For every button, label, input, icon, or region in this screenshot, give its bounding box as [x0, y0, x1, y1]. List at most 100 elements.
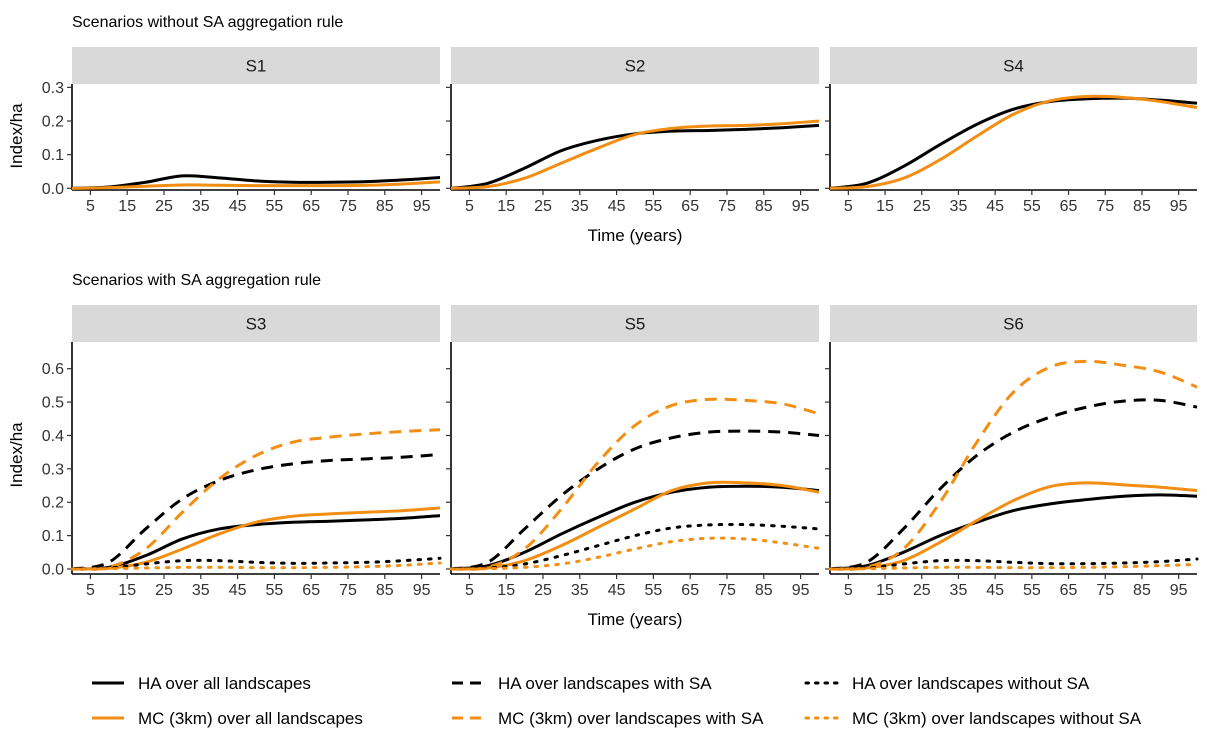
facet-strip-label: S2: [625, 57, 646, 76]
x-tick-label: 85: [1133, 198, 1151, 215]
facet-strip: [830, 47, 1197, 84]
series-line: [71, 514, 441, 571]
x-tick-label: 95: [1170, 198, 1188, 215]
legend-label: HA over all landscapes: [138, 674, 311, 693]
x-tick-label: 75: [1096, 198, 1114, 215]
series-line: [71, 174, 441, 190]
x-tick-label: 75: [718, 582, 736, 599]
x-tick-label: 95: [792, 582, 810, 599]
x-tick-label: 5: [86, 198, 95, 215]
x-tick-label: 5: [465, 582, 474, 599]
x-tick-label: 35: [192, 198, 210, 215]
facet-strip: [72, 305, 440, 342]
x-tick-label: 95: [1170, 582, 1188, 599]
legend-item: MC (3km) over all landscapes: [92, 709, 363, 728]
facet-strip: [830, 305, 1197, 342]
y-tick-label: 0.2: [42, 114, 64, 131]
series-line: [450, 119, 820, 190]
x-tick-label: 15: [876, 198, 894, 215]
facet-panel-s1: S1 0.0 0.1 0.2 0.3 5 15 25 35 45 55 65 75 85 95: [42, 47, 441, 215]
series-line: [828, 562, 1199, 571]
x-tick-label: 65: [1060, 582, 1078, 599]
series-line: [71, 506, 441, 571]
x-tick-label: 15: [876, 582, 894, 599]
y-tick-label: 0.0: [42, 181, 64, 198]
x-tick-label: 25: [534, 198, 552, 215]
x-tick-label: 85: [1133, 582, 1151, 599]
series-line: [70, 561, 442, 571]
series-line: [71, 428, 441, 571]
x-tick-label: 45: [229, 582, 247, 599]
series-line: [450, 397, 820, 571]
y-tick-label: 0.5: [42, 395, 64, 412]
series-line: [450, 480, 820, 571]
series-line: [450, 484, 820, 571]
x-tick-label: 85: [755, 198, 773, 215]
facet-strip: [72, 47, 440, 84]
y-axis-label-bottom: Index/ha: [7, 422, 26, 488]
x-tick-label: 15: [118, 582, 136, 599]
y-tick-label: 0.3: [42, 80, 64, 97]
legend-label: MC (3km) over landscapes with SA: [498, 709, 764, 728]
facet-strip-label: S6: [1003, 315, 1024, 334]
legend-item: MC (3km) over landscapes without SA: [804, 709, 1142, 728]
legend-item: HA over landscapes with SA: [452, 674, 712, 693]
x-tick-label: 25: [913, 198, 931, 215]
x-tick-label: 75: [339, 198, 357, 215]
series-line: [829, 398, 1198, 571]
facet-strip-label: S3: [246, 315, 267, 334]
x-tick-label: 55: [645, 198, 663, 215]
x-tick-label: 45: [608, 582, 626, 599]
facet-panel-s6: S6 5 15 25 35 45 55 65 75 85 95: [825, 305, 1199, 599]
x-tick-label: 45: [986, 582, 1004, 599]
section-title-without-sa: Scenarios without SA aggregation rule: [72, 14, 343, 31]
facet-strip-label: S5: [625, 315, 646, 334]
x-tick-label: 75: [1096, 582, 1114, 599]
x-tick-label: 5: [844, 582, 853, 599]
legend-label: HA over landscapes with SA: [498, 674, 712, 693]
x-tick-label: 35: [571, 198, 589, 215]
x-tick-label: 55: [645, 582, 663, 599]
x-tick-label: 35: [950, 198, 968, 215]
y-tick-label: 0.4: [42, 428, 64, 445]
x-tick-label: 65: [681, 582, 699, 599]
x-axis-label-bottom: Time (years): [588, 610, 683, 629]
facet-strip-label: S4: [1003, 57, 1024, 76]
facet-panel-s5: S5 5 15 25 35 45 55 65 75 85 95: [446, 305, 821, 599]
x-tick-label: 35: [571, 582, 589, 599]
series-line: [450, 429, 820, 571]
y-tick-label: 0.3: [42, 461, 64, 478]
x-axis-label-top: Time (years): [588, 226, 683, 245]
facet-panel-s3: S3 0.0 0.1 0.2 0.3 0.4 0.5 0.6 5 15 25 35 45 55 65 75 85…: [42, 305, 442, 599]
x-tick-label: 15: [497, 198, 515, 215]
x-tick-label: 15: [497, 582, 515, 599]
x-tick-label: 65: [302, 582, 320, 599]
facet-strip: [451, 305, 819, 342]
series-line: [828, 557, 1199, 571]
x-tick-label: 85: [376, 582, 394, 599]
series-line: [829, 96, 1198, 190]
x-tick-label: 45: [608, 198, 626, 215]
y-tick-label: 0.1: [42, 528, 64, 545]
y-tick-label: 0.0: [42, 561, 64, 578]
series-line: [449, 522, 821, 571]
x-tick-label: 95: [413, 198, 431, 215]
x-tick-label: 95: [792, 198, 810, 215]
y-tick-label: 0.6: [42, 361, 64, 378]
x-tick-label: 5: [86, 582, 95, 599]
x-tick-label: 55: [1023, 198, 1041, 215]
x-tick-label: 45: [229, 198, 247, 215]
series-line: [70, 556, 442, 571]
x-tick-label: 85: [755, 582, 773, 599]
x-tick-label: 85: [376, 198, 394, 215]
y-tick-label: 0.1: [42, 147, 64, 164]
legend-item: HA over landscapes without SA: [804, 674, 1090, 693]
x-tick-label: 35: [192, 582, 210, 599]
legend-item: HA over all landscapes: [92, 674, 311, 693]
x-tick-label: 55: [266, 582, 284, 599]
series-line: [71, 180, 441, 190]
series-line: [449, 536, 821, 571]
y-tick-label: 0.2: [42, 495, 64, 512]
